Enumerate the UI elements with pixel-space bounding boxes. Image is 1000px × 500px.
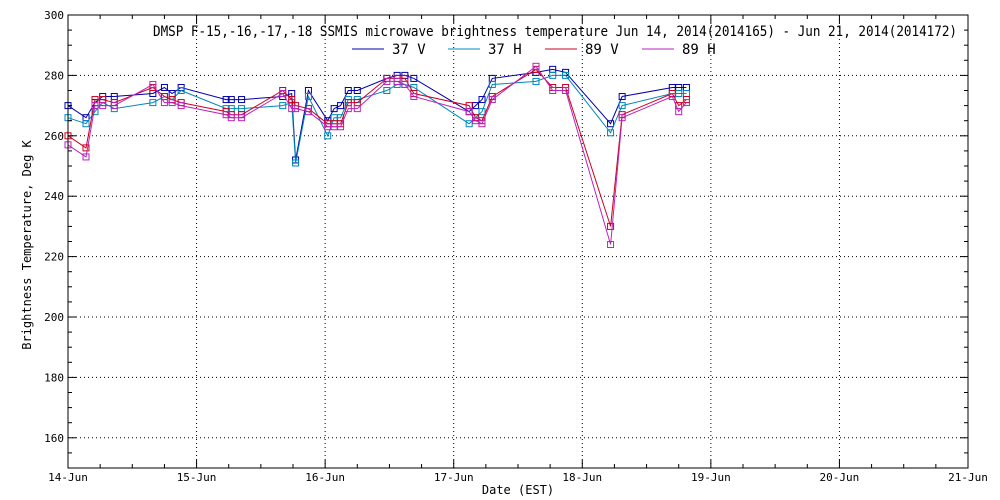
data-point <box>383 87 391 94</box>
data-point <box>607 129 615 137</box>
data-point <box>675 108 683 116</box>
series-line <box>67 68 687 227</box>
data-point <box>324 132 332 140</box>
y-tick-label: 280 <box>44 69 64 82</box>
data-point <box>160 83 168 91</box>
data-point <box>618 114 626 122</box>
data-point <box>393 77 401 85</box>
data-point <box>532 62 540 70</box>
series-89-h <box>64 62 690 249</box>
data-point <box>91 102 99 110</box>
data-point <box>562 87 570 94</box>
data-point <box>668 93 676 101</box>
data-point <box>549 71 557 79</box>
data-point <box>304 108 312 116</box>
data-point <box>401 80 409 88</box>
data-point <box>353 87 361 94</box>
data-point <box>618 93 626 101</box>
data-point <box>292 105 300 113</box>
series-line <box>67 68 687 161</box>
data-point <box>488 80 496 88</box>
data-point <box>222 96 230 104</box>
data-point <box>227 114 235 122</box>
y-tick-label: 300 <box>44 9 64 22</box>
x-tick-label: 15-Jun <box>177 471 217 484</box>
y-tick-label: 180 <box>44 371 64 384</box>
data-point <box>562 71 570 79</box>
y-tick-label: 160 <box>44 432 64 445</box>
legend: 37 V 37 H 89 V 89 H <box>352 42 716 58</box>
x-tick-label: 21-Jun <box>948 471 988 484</box>
data-point <box>177 87 185 94</box>
data-point <box>292 159 300 167</box>
data-point <box>344 87 352 94</box>
data-point <box>607 120 615 128</box>
data-point <box>304 93 312 101</box>
data-point <box>549 87 557 94</box>
legend-label: 89 H <box>682 42 716 58</box>
data-point <box>478 120 486 128</box>
data-point <box>288 105 296 113</box>
data-point <box>465 108 473 116</box>
data-point <box>238 114 246 122</box>
data-point <box>344 105 352 113</box>
data-point <box>410 74 418 82</box>
legend-label: 37 V <box>392 42 426 58</box>
x-tick-label: 18-Jun <box>562 471 602 484</box>
data-point <box>168 99 176 107</box>
data-point <box>410 93 418 101</box>
x-tick-label: 19-Jun <box>691 471 731 484</box>
series-line <box>67 74 687 164</box>
series-layer <box>64 62 690 249</box>
x-tick-label: 16-Jun <box>305 471 345 484</box>
x-tick-label: 14-Jun <box>48 471 88 484</box>
data-point <box>607 241 615 249</box>
data-point <box>82 120 90 128</box>
legend-label: 89 V <box>585 42 619 58</box>
y-tick-label: 260 <box>44 130 64 143</box>
data-point <box>99 102 107 110</box>
x-axis-label: Date (EST) <box>482 483 554 497</box>
data-point <box>82 153 90 161</box>
y-tick-label: 220 <box>44 251 64 264</box>
data-point <box>227 96 235 104</box>
data-point <box>488 96 496 104</box>
data-point <box>177 102 185 110</box>
data-point <box>607 222 615 230</box>
data-point <box>160 99 168 107</box>
axes: 160 180 200 220 240 260 280 300 14-Jun 15-Jun 16-J… <box>44 9 988 484</box>
data-point <box>337 123 345 131</box>
data-point <box>149 99 157 107</box>
x-tick-label: 17-Jun <box>434 471 474 484</box>
series-line <box>67 65 687 245</box>
data-point <box>478 108 486 116</box>
legend-label: 37 H <box>488 42 522 58</box>
data-point <box>353 105 361 113</box>
y-axis-label: Brightness Temperature, Deg K <box>20 139 34 349</box>
data-point <box>279 102 287 110</box>
data-point <box>383 77 391 85</box>
data-point <box>149 80 157 88</box>
y-tick-label: 240 <box>44 190 64 203</box>
x-tick-label: 20-Jun <box>820 471 860 484</box>
y-tick-label: 200 <box>44 311 64 324</box>
data-point <box>478 96 486 104</box>
data-point <box>532 77 540 85</box>
data-point <box>288 96 296 104</box>
data-point <box>238 96 246 104</box>
data-point <box>337 102 345 110</box>
data-point <box>279 90 287 98</box>
data-point <box>682 99 690 107</box>
chart-title: DMSP F-15,-16,-17,-18 SSMIS microwave br… <box>153 24 957 40</box>
data-point <box>110 102 118 110</box>
data-point <box>82 144 90 152</box>
data-point <box>618 102 626 110</box>
